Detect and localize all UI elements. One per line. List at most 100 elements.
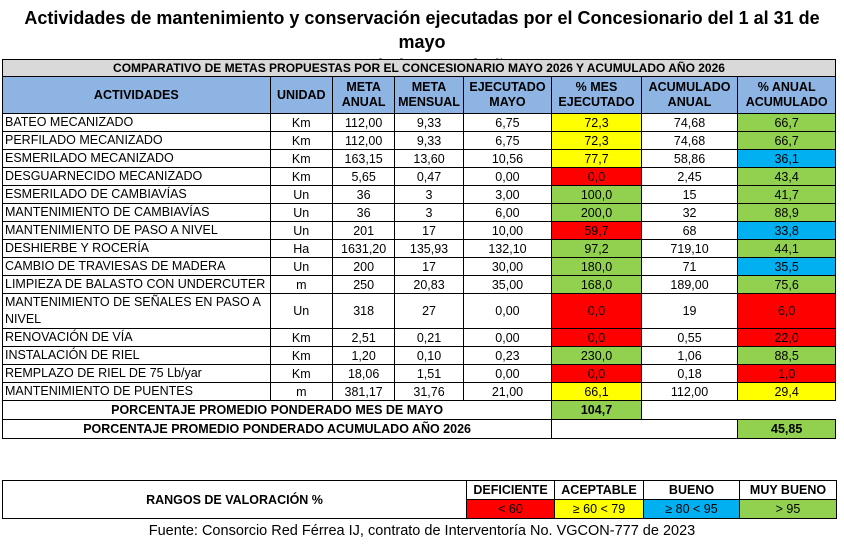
- summary-month-row: PORCENTAJE PROMEDIO PONDERADO MES DE MAY…: [1, 400, 836, 420]
- pct-anual-cell: 66,7: [737, 113, 836, 132]
- meta-anual-cell: 36: [331, 185, 396, 204]
- ejecutado-cell: 132,10: [462, 239, 553, 258]
- meta-mensual-cell: 20,83: [394, 275, 464, 294]
- meta-mensual-cell: 27: [394, 293, 464, 329]
- acumulado-cell: 719,10: [640, 239, 739, 258]
- meta-mensual-cell: 17: [394, 221, 464, 240]
- unit-cell: Un: [269, 203, 333, 222]
- ejecutado-cell: 0,00: [462, 328, 553, 347]
- acumulado-cell: 68: [640, 221, 739, 240]
- table-row: ESMERILADO MECANIZADO Km 163,15 13,60 10,56 7…: [2, 149, 836, 168]
- pct-anual-cell: 88,5: [737, 346, 836, 365]
- table-caption: COMPARATIVO DE METAS PROPUESTAS POR EL C…: [2, 59, 836, 77]
- pct-anual-cell: 44,1: [737, 239, 836, 258]
- unit-cell: Km: [269, 346, 333, 365]
- pct-mes-cell: 66,1: [551, 382, 642, 401]
- meta-anual-cell: 18,06: [331, 364, 396, 383]
- ejecutado-cell: 0,00: [462, 167, 553, 186]
- header-acumulado-anual: ACUMULADO ANUAL: [640, 76, 739, 114]
- table-row: DESGUARNECIDO MECANIZADO Km 5,65 0,47 0,00 0,…: [2, 167, 836, 186]
- pct-mes-cell: 0,0: [551, 364, 642, 383]
- acumulado-cell: 189,00: [640, 275, 739, 294]
- ejecutado-cell: 0,00: [462, 293, 553, 329]
- pct-mes-cell: 72,3: [551, 131, 642, 150]
- activity-cell: DESGUARNECIDO MECANIZADO: [2, 167, 271, 186]
- acumulado-cell: 112,00: [640, 382, 739, 401]
- activity-cell: CAMBIO DE TRAVIESAS DE MADERA: [2, 257, 271, 276]
- table-row: INSTALACIÓN DE RIEL Km 1,20 0,10 0,23 230,0 1,…: [2, 346, 836, 365]
- activity-cell: MANTENIMIENTO DE PASO A NIVEL: [2, 221, 271, 240]
- acumulado-cell: 71: [640, 257, 739, 276]
- pct-mes-cell: 0,0: [551, 328, 642, 347]
- unit-cell: m: [269, 275, 333, 294]
- pct-mes-cell: 168,0: [551, 275, 642, 294]
- pct-anual-cell: 75,6: [737, 275, 836, 294]
- header-meta-mensual: META MENSUAL: [394, 76, 464, 114]
- acumulado-cell: 74,68: [640, 113, 739, 132]
- activity-cell: ESMERILADO MECANIZADO: [2, 149, 271, 168]
- legend-title: RANGOS DE VALORACIÓN %: [2, 480, 467, 519]
- legend-name-bueno: BUENO: [643, 480, 740, 500]
- legend-name-muy-bueno: MUY BUENO: [739, 480, 837, 500]
- pct-anual-cell: 36,1: [737, 149, 836, 168]
- meta-mensual-cell: 0,47: [394, 167, 464, 186]
- activity-cell: MANTENIMIENTO DE CAMBIAVÍAS: [2, 203, 271, 222]
- meta-mensual-cell: 1,51: [394, 364, 464, 383]
- report-title-line1: Actividades de mantenimiento y conservac…: [24, 8, 820, 52]
- table-row: MANTENIMIENTO DE PASO A NIVEL Un 201 17 10,0…: [2, 221, 836, 240]
- pct-mes-cell: 0,0: [551, 167, 642, 186]
- ejecutado-cell: 21,00: [462, 382, 553, 401]
- unit-cell: Un: [269, 185, 333, 204]
- legend-range-bueno: ≥ 80 < 95: [643, 499, 740, 519]
- meta-mensual-cell: 0,21: [394, 328, 464, 347]
- legend-name-deficiente: DEFICIENTE: [466, 480, 555, 500]
- pct-anual-cell: 88,9: [737, 203, 836, 222]
- table-row: RENOVACIÓN DE VÍA Km 2,51 0,21 0,00 0,0 0,55 22…: [2, 328, 836, 347]
- summary-year-empty: [551, 419, 739, 439]
- table-row: ESMERILADO DE CAMBIAVÍAS Un 36 3 3,00 100,0 15…: [2, 185, 836, 204]
- meta-mensual-cell: 31,76: [394, 382, 464, 401]
- meta-anual-cell: 112,00: [331, 131, 396, 150]
- unit-cell: Km: [269, 167, 333, 186]
- meta-mensual-cell: 135,93: [394, 239, 464, 258]
- meta-anual-cell: 1631,20: [331, 239, 396, 258]
- summary-month-value: 104,7: [551, 400, 642, 420]
- legend-name-aceptable: ACEPTABLE: [554, 480, 644, 500]
- meta-mensual-cell: 17: [394, 257, 464, 276]
- meta-anual-cell: 201: [331, 221, 396, 240]
- activity-cell: REMPLAZO DE RIEL DE 75 Lb/yar: [2, 364, 271, 383]
- table-row: DESHIERBE Y ROCERÍA Ha 1631,20 135,93 132,10…: [2, 239, 836, 258]
- acumulado-cell: 19: [640, 293, 739, 329]
- summary-year-value: 45,85: [737, 419, 836, 439]
- activity-cell: PERFILADO MECANIZADO: [2, 131, 271, 150]
- pct-anual-cell: 29,4: [737, 382, 836, 401]
- table-row: REMPLAZO DE RIEL DE 75 Lb/yar Km 18,06 1,51…: [2, 364, 836, 383]
- meta-anual-cell: 318: [331, 293, 396, 329]
- acumulado-cell: 58,86: [640, 149, 739, 168]
- pct-anual-cell: 22,0: [737, 328, 836, 347]
- table-row: BATEO MECANIZADO Km 112,00 9,33 6,75 72,3 74,6…: [2, 113, 836, 132]
- pct-mes-cell: 200,0: [551, 203, 642, 222]
- meta-anual-cell: 200: [331, 257, 396, 276]
- activity-cell: BATEO MECANIZADO: [2, 113, 271, 132]
- legend-range-deficiente: < 60: [466, 499, 555, 519]
- activity-cell: MANTENIMIENTO DE PUENTES: [2, 382, 271, 401]
- table-row: CAMBIO DE TRAVIESAS DE MADERA Un 200 17 30,0…: [2, 257, 836, 276]
- header-pct-anual: % ANUAL ACUMULADO: [737, 76, 836, 114]
- pct-mes-cell: 100,0: [551, 185, 642, 204]
- table-row: MANTENIMIENTO DE SEÑALES EN PASO A NIVEL…: [2, 293, 836, 329]
- meta-anual-cell: 163,15: [331, 149, 396, 168]
- header-meta-anual: META ANUAL: [331, 76, 396, 114]
- meta-mensual-cell: 3: [394, 185, 464, 204]
- valuation-legend: RANGOS DE VALORACIÓN % DEFICIENTE ACEPTA…: [2, 480, 837, 519]
- activity-cell: ESMERILADO DE CAMBIAVÍAS: [2, 185, 271, 204]
- activities-table: COMPARATIVO DE METAS PROPUESTAS POR EL C…: [1, 59, 836, 439]
- summary-year-label: PORCENTAJE PROMEDIO PONDERADO ACUMULADO …: [1, 419, 553, 439]
- ejecutado-cell: 30,00: [462, 257, 553, 276]
- activity-cell: LIMPIEZA DE BALASTO CON UNDERCUTER: [2, 275, 271, 294]
- meta-mensual-cell: 13,60: [394, 149, 464, 168]
- meta-mensual-cell: 9,33: [394, 113, 464, 132]
- meta-anual-cell: 36: [331, 203, 396, 222]
- acumulado-cell: 15: [640, 185, 739, 204]
- acumulado-cell: 1,06: [640, 346, 739, 365]
